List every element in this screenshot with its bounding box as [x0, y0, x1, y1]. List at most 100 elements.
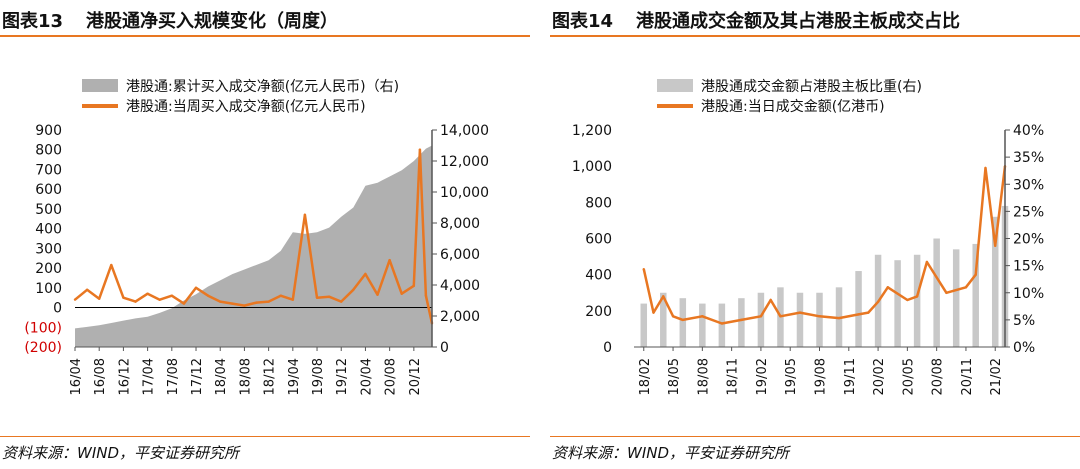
line-point	[701, 315, 704, 318]
line-point	[279, 294, 282, 297]
line-point	[340, 300, 343, 303]
line-point	[122, 296, 125, 299]
line-point	[984, 166, 987, 170]
y-left-tick-label: 400	[35, 222, 62, 238]
share-bar	[640, 303, 648, 347]
y-right-tick-label: 2,000	[440, 309, 480, 325]
line-point	[867, 311, 870, 314]
source-note: 资料来源：WIND，平安证券研究所	[0, 436, 530, 467]
y-right-tick-label: 8,000	[440, 216, 480, 232]
line-point	[364, 272, 367, 276]
line-point	[98, 297, 101, 300]
line-point	[255, 301, 258, 304]
y-right-tick-label: 40%	[1013, 123, 1044, 139]
x-tick-label: 17/08	[166, 358, 181, 395]
line-point	[267, 300, 270, 303]
y-left-tick-label: 800	[585, 195, 612, 211]
x-tick-label: 19/12	[335, 358, 350, 395]
daily-line-series	[74, 148, 434, 324]
line-point	[376, 293, 379, 296]
y-right-tick-label: 10%	[1013, 286, 1044, 302]
line-point	[412, 284, 416, 288]
y-right-tick-label: 35%	[1013, 150, 1044, 166]
line-point	[134, 300, 137, 303]
x-tick-label: 18/02	[638, 358, 653, 395]
x-tick-label: 18/05	[667, 358, 682, 395]
y-right-tick-label: 14,000	[440, 123, 489, 139]
line-point	[818, 315, 821, 318]
share-bar	[738, 298, 745, 347]
line-point	[315, 296, 319, 299]
line-point	[876, 300, 880, 303]
share-bar	[796, 292, 804, 347]
share-bar	[699, 303, 706, 347]
line-point	[779, 315, 782, 318]
line-point	[945, 291, 948, 294]
net-buy-chart: 港股通:累计买入成交净额(亿元人民币)（右) 港股通:当周买入成交净额(亿元人民币…	[24, 78, 489, 395]
y-left-tick-label: 700	[35, 162, 62, 178]
share-bar	[913, 254, 921, 347]
y-right-tick-label: 5%	[1013, 313, 1035, 329]
x-tick-label: 16/08	[93, 358, 108, 395]
line-point	[206, 294, 210, 297]
figure-title: 港股通净买入规模变化（周度）	[86, 11, 338, 32]
y-right-tick-label: 30%	[1013, 177, 1044, 193]
line-point	[146, 292, 149, 295]
share-bar	[952, 249, 960, 347]
line-point	[652, 311, 655, 314]
line-point	[243, 304, 246, 307]
line-point	[110, 263, 113, 267]
y-right-tick-label: 25%	[1013, 204, 1044, 220]
line-point	[671, 315, 675, 318]
y-left-tick-label: 300	[35, 241, 62, 257]
share-bar	[679, 298, 687, 347]
source-note: 资料来源：WIND，平安证券研究所	[550, 436, 1080, 467]
line-point	[642, 268, 645, 271]
line-point	[231, 302, 234, 305]
x-tick-label: 19/08	[311, 358, 326, 395]
line-point	[170, 294, 174, 297]
figure-header: 图表14 港股通成交金额及其占港股主板成交占比	[550, 3, 1080, 37]
x-tick-label: 20/02	[872, 358, 887, 395]
x-tick-label: 19/05	[784, 358, 799, 395]
source-text: 资料来源：WIND，平安证券研究所	[2, 444, 240, 462]
y-left-tick-label: 100	[35, 281, 62, 297]
y-left-tick-label: 1,200	[572, 123, 612, 139]
x-tick-label: 16/04	[69, 358, 84, 395]
y-left-tick-label: 400	[585, 268, 612, 284]
line-point	[194, 286, 198, 290]
line-point	[681, 318, 685, 322]
line-point	[158, 298, 161, 301]
x-tick-label: 19/08	[814, 358, 829, 395]
line-point	[327, 295, 331, 298]
figure-number: 图表14	[552, 11, 614, 32]
y-right-tick-label: 4,000	[440, 278, 480, 294]
y-right-tick-label: 12,000	[440, 154, 489, 170]
y-left-tick-label: 200	[35, 261, 62, 277]
legend-swatch-line	[657, 104, 693, 108]
line-point	[915, 295, 919, 298]
y-left-tick-label: 200	[585, 304, 612, 320]
y-left-tick-label: 600	[585, 232, 612, 248]
line-point	[769, 298, 772, 302]
y-right-tick-label: 6,000	[440, 247, 480, 263]
line-point	[886, 286, 890, 289]
x-tick-label: 20/08	[931, 358, 946, 395]
share-bar	[991, 216, 999, 347]
x-tick-label: 20/04	[359, 358, 374, 395]
line-point	[974, 273, 977, 276]
line-point	[73, 298, 77, 301]
share-bar	[718, 303, 726, 347]
line-point	[303, 213, 307, 217]
line-point	[964, 286, 968, 289]
x-tick-label: 20/05	[901, 358, 916, 395]
line-point	[85, 288, 89, 291]
line-point	[219, 300, 222, 303]
turnover-chart: 港股通成交金额占港股主板比重(右) 港股通:当日成交金额(亿港币) 0 200 400 6…	[572, 78, 1044, 395]
y-left-tick-label: (200)	[24, 340, 62, 356]
line-point	[400, 292, 403, 295]
y-left-tick-label: 0	[53, 301, 62, 317]
y-right-tick-label: 0%	[1013, 340, 1035, 356]
legend-swatch-line	[82, 104, 118, 108]
x-tick-label: 18/08	[696, 358, 711, 395]
